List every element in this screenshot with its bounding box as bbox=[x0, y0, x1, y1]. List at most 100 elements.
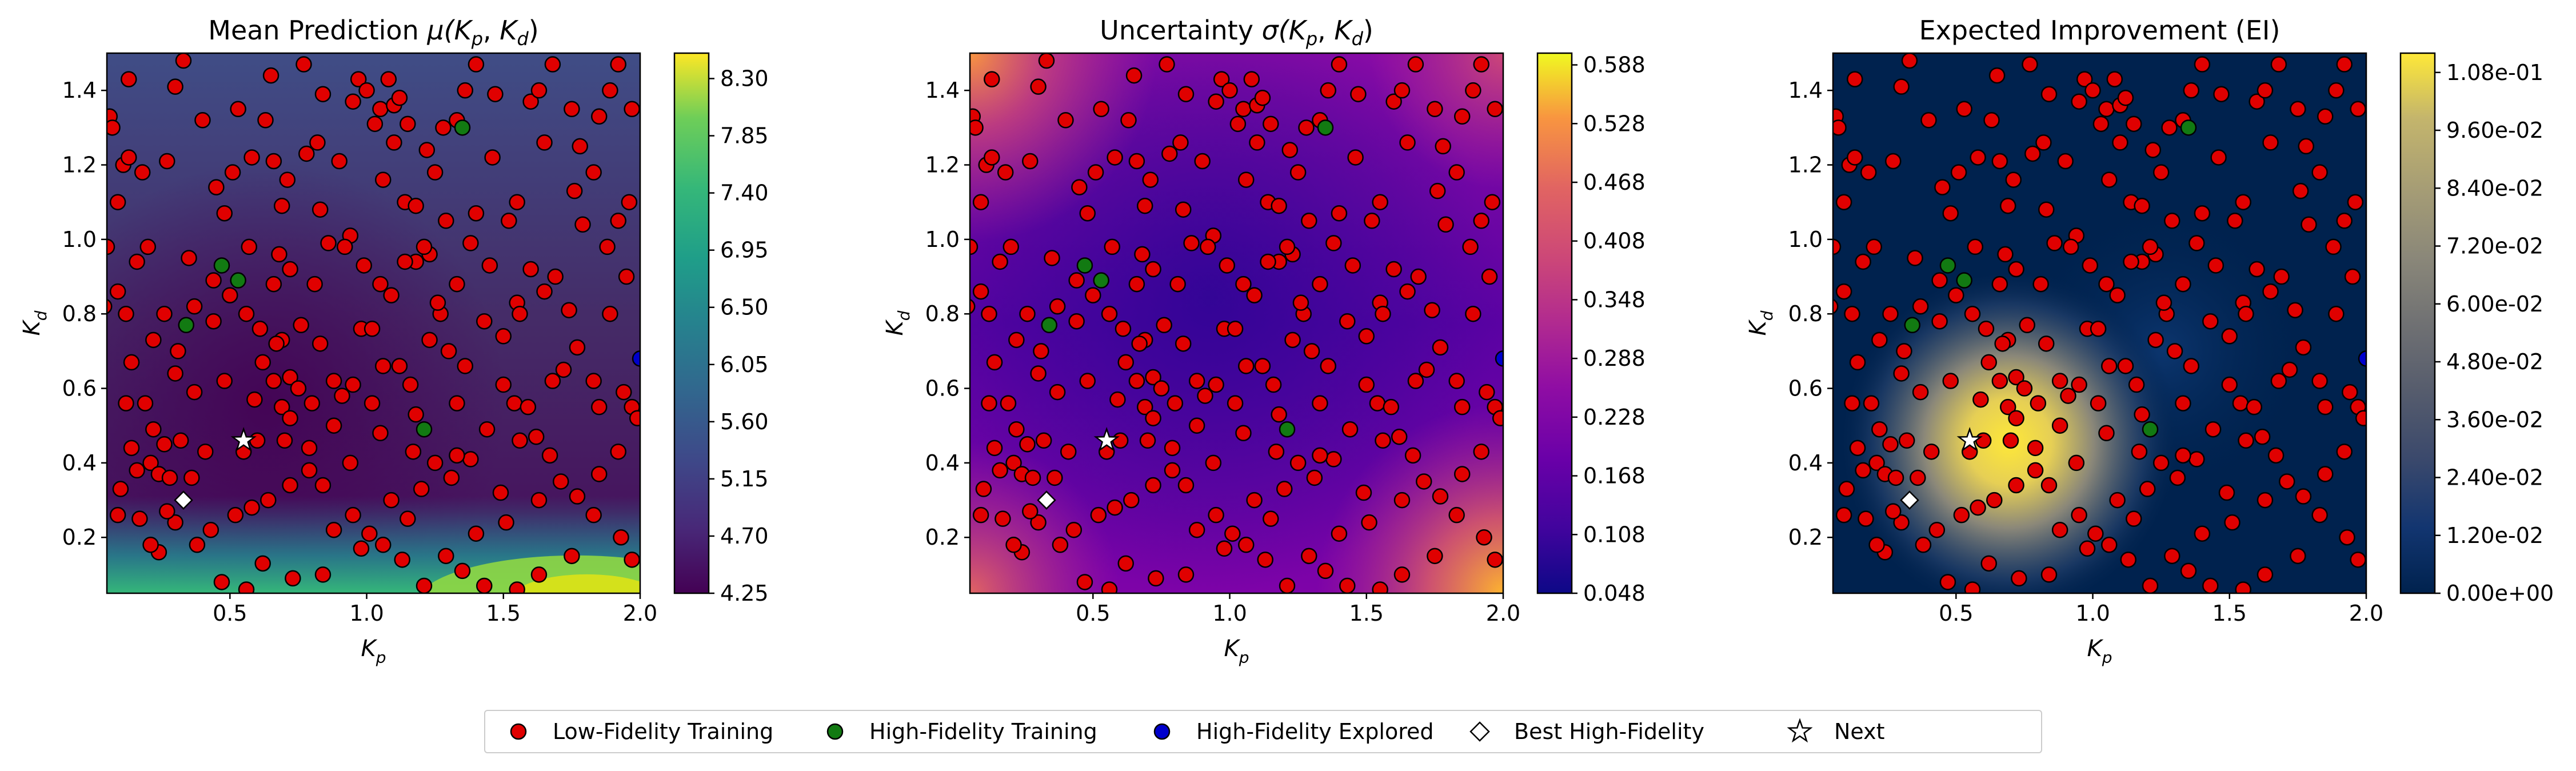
low-fidelity-point bbox=[1964, 305, 1981, 322]
low-fidelity-point bbox=[1076, 574, 1093, 590]
low-fidelity-point bbox=[1341, 421, 1359, 438]
low-fidelity-point bbox=[186, 298, 203, 315]
low-fidelity-point bbox=[981, 395, 997, 412]
low-fidelity-point bbox=[2311, 164, 2328, 181]
low-fidelity-point bbox=[1175, 335, 1192, 352]
x-tick-label: 1.5 bbox=[486, 601, 521, 626]
y-tick-label: 1.4 bbox=[925, 78, 960, 103]
low-fidelity-point bbox=[610, 213, 626, 229]
low-fidelity-point bbox=[1298, 119, 1315, 136]
low-fidelity-point bbox=[2092, 115, 2110, 133]
x-tick-label: 0.5 bbox=[1076, 601, 1110, 626]
low-fidelity-point bbox=[1325, 451, 1342, 468]
y-axis-label: Kd bbox=[1745, 310, 1776, 335]
low-fidelity-point bbox=[2290, 101, 2306, 118]
low-fidelity-point bbox=[2084, 82, 2101, 99]
low-fidelity-point bbox=[1372, 194, 1388, 210]
chart-title-part: K bbox=[1289, 15, 1308, 46]
low-fidelity-point bbox=[1320, 358, 1337, 374]
low-fidelity-point bbox=[391, 89, 408, 106]
low-fidelity-point bbox=[279, 171, 296, 188]
best-high-fidelity-diamond bbox=[1900, 490, 1919, 510]
low-fidelity-point bbox=[1871, 331, 1888, 349]
x-axis-label-subscript: p bbox=[2102, 648, 2112, 667]
low-fidelity-point bbox=[457, 358, 474, 374]
low-fidelity-point bbox=[1344, 257, 1361, 274]
x-tick-label: 1.5 bbox=[1349, 601, 1384, 626]
low-fidelity-point bbox=[2254, 429, 2271, 445]
low-fidelity-point bbox=[131, 510, 148, 527]
low-fidelity-point bbox=[2164, 213, 2180, 229]
low-fidelity-point bbox=[2213, 86, 2230, 102]
low-fidelity-point bbox=[1120, 112, 1137, 129]
chart-title-part: K bbox=[500, 15, 519, 46]
markers bbox=[970, 53, 1503, 593]
low-fidelity-point bbox=[353, 540, 370, 557]
low-fidelity-point bbox=[129, 253, 145, 270]
best-high-fidelity-diamond bbox=[174, 490, 193, 510]
low-fidelity-point bbox=[449, 395, 465, 412]
low-fidelity-point bbox=[1999, 197, 2016, 214]
colorbar-tick-label: 0.408 bbox=[1583, 229, 1646, 254]
low-fidelity-point bbox=[2071, 376, 2087, 393]
low-fidelity-point bbox=[2098, 101, 2115, 118]
low-fidelity-point bbox=[372, 101, 389, 118]
low-fidelity-point bbox=[2325, 238, 2342, 255]
low-fidelity-point bbox=[1194, 153, 1211, 170]
low-fidelity-point bbox=[1427, 101, 1443, 118]
low-fidelity-point bbox=[1988, 67, 2006, 84]
low-fidelity-point bbox=[1950, 164, 1967, 181]
low-fidelity-point bbox=[2210, 149, 2227, 166]
low-fidelity-point bbox=[2024, 145, 2041, 162]
low-fidelity-point bbox=[1331, 205, 1348, 222]
low-fidelity-point bbox=[438, 548, 454, 565]
colorbar-tick-label: 0.168 bbox=[1583, 464, 1646, 489]
low-fidelity-point bbox=[1279, 238, 1296, 255]
low-fidelity-point bbox=[2098, 275, 2115, 293]
low-fidelity-point bbox=[2355, 410, 2366, 426]
low-fidelity-point bbox=[2117, 89, 2134, 106]
low-fidelity-point bbox=[1136, 398, 1153, 416]
low-fidelity-point bbox=[610, 444, 626, 460]
low-fidelity-point bbox=[1868, 454, 1885, 472]
low-fidelity-point bbox=[2046, 235, 2063, 251]
low-fidelity-point bbox=[1030, 365, 1047, 382]
low-fidelity-point bbox=[337, 238, 353, 255]
low-fidelity-point bbox=[1153, 380, 1170, 397]
low-fidelity-point bbox=[1429, 182, 1446, 199]
colorbar-tick-label: 6.50 bbox=[720, 295, 769, 320]
heatmap bbox=[107, 53, 640, 593]
low-fidelity-point bbox=[2311, 373, 2328, 389]
low-fidelity-point bbox=[1999, 398, 2016, 416]
low-fidelity-point bbox=[159, 153, 175, 170]
y-tick-label: 0.6 bbox=[1788, 376, 1823, 401]
low-fidelity-point bbox=[2076, 71, 2093, 87]
high-fidelity-explored-point bbox=[1495, 350, 1503, 367]
low-fidelity-point bbox=[1399, 283, 1416, 300]
low-fidelity-point bbox=[1465, 82, 1481, 99]
low-fidelity-point bbox=[2051, 521, 2068, 538]
low-fidelity-point bbox=[2339, 529, 2355, 546]
low-fidelity-point bbox=[2257, 566, 2274, 583]
low-fidelity-point bbox=[1997, 246, 2014, 263]
low-fidelity-point bbox=[109, 194, 126, 210]
low-fidelity-point bbox=[1008, 331, 1025, 349]
low-fidelity-point bbox=[1005, 454, 1022, 472]
low-fidelity-point bbox=[213, 574, 230, 590]
low-fidelity-point bbox=[2008, 369, 2024, 386]
low-fidelity-point bbox=[325, 521, 342, 538]
chart-panels: 0.5 1.0 1.5 2.00.20.40.60.81.01.21.4KpKdMea… bbox=[19, 15, 2554, 667]
low-fidelity-point bbox=[2016, 380, 2033, 397]
low-fidelity-point bbox=[1257, 552, 1273, 568]
low-fidelity-point bbox=[2248, 93, 2265, 110]
low-fidelity-point bbox=[2164, 548, 2180, 565]
low-fidelity-point bbox=[2194, 525, 2211, 542]
low-fidelity-point bbox=[1361, 514, 1377, 531]
low-fidelity-point bbox=[599, 238, 616, 255]
low-fidelity-point bbox=[345, 506, 361, 524]
low-fidelity-point bbox=[1159, 56, 1175, 73]
high-fidelity-explored-marker bbox=[1153, 723, 1171, 740]
chart-title: Mean Prediction μ(Kp, Kd) bbox=[208, 15, 538, 50]
plot-frame bbox=[969, 52, 1504, 594]
low-fidelity-point bbox=[1347, 149, 1364, 166]
